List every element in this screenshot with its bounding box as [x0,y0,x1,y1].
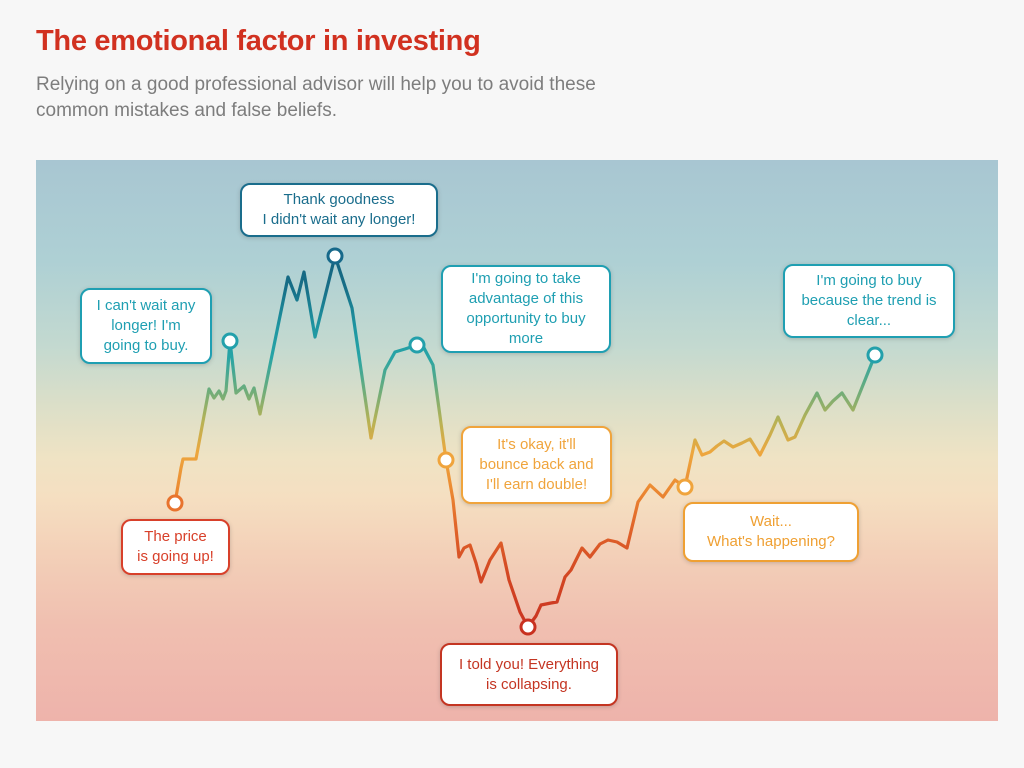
page-subtitle: Relying on a good professional advisor w… [36,74,596,121]
speech-bubble-bounce-back: It's okay, it'll bounce back and I'll ea… [461,426,612,504]
chart-marker [408,336,426,354]
speech-bubble-trend-clear: I'm going to buy because the trend is cl… [783,264,955,338]
page-title: The emotional factor in investing [36,25,481,57]
speech-bubble-wait-whats-happening: Wait... What's happening? [683,502,859,562]
chart-marker [326,247,344,265]
price-line [173,254,877,629]
chart-marker [519,618,537,636]
speech-bubble-price-going-up: The price is going up! [121,519,230,575]
chart-marker [221,332,239,350]
chart-marker [866,346,884,364]
price-line-svg [166,247,884,636]
chart-marker [676,478,694,496]
chart-marker [166,494,184,512]
chart-markers [166,247,884,636]
emotion-price-chart: I can't wait any longer! I'm going to bu… [36,160,998,721]
speech-bubble-told-you: I told you! Everything is collapsing. [440,643,618,706]
chart-marker [437,451,455,469]
speech-bubble-thank-goodness: Thank goodness I didn't wait any longer! [240,183,438,237]
speech-bubble-take-advantage: I'm going to take advantage of this oppo… [441,265,611,353]
speech-bubble-cant-wait: I can't wait any longer! I'm going to bu… [80,288,212,364]
